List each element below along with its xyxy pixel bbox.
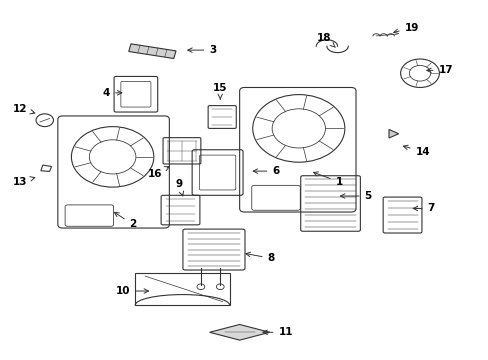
Text: 11: 11 <box>263 327 292 337</box>
Text: 6: 6 <box>253 166 279 176</box>
Text: 10: 10 <box>116 286 148 296</box>
Polygon shape <box>209 324 269 340</box>
Text: 17: 17 <box>426 66 452 75</box>
Polygon shape <box>128 44 176 59</box>
Text: 13: 13 <box>13 177 35 187</box>
Text: 7: 7 <box>412 203 434 213</box>
Text: 12: 12 <box>13 104 35 114</box>
Text: 1: 1 <box>313 172 342 187</box>
Text: 8: 8 <box>245 252 274 263</box>
Text: 5: 5 <box>340 191 371 201</box>
Text: 14: 14 <box>403 145 429 157</box>
Text: 16: 16 <box>147 167 169 179</box>
Polygon shape <box>388 130 398 138</box>
Text: 2: 2 <box>114 212 136 229</box>
Text: 19: 19 <box>393 23 418 33</box>
Text: 15: 15 <box>213 83 227 99</box>
Text: 9: 9 <box>175 179 183 196</box>
Text: 18: 18 <box>317 33 335 47</box>
Text: 4: 4 <box>102 88 122 98</box>
Text: 3: 3 <box>187 45 216 55</box>
